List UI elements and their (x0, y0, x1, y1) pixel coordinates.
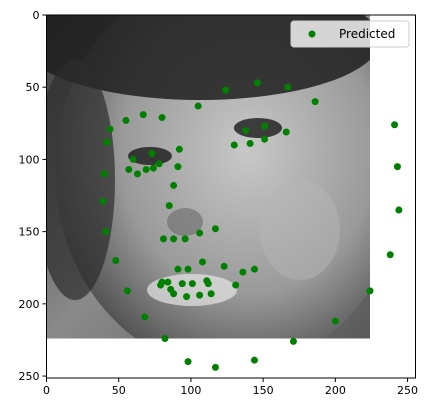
y-tick-label: 100 (19, 153, 40, 166)
predicted-point (161, 335, 169, 343)
predicted-point (142, 166, 150, 174)
predicted-point (122, 116, 130, 124)
predicted-point (103, 138, 111, 146)
y-tick-label: 250 (19, 370, 40, 383)
y-axis: 0 50 100 150 200 250 (19, 9, 47, 383)
predicted-point (232, 281, 240, 289)
predicted-point (125, 166, 133, 174)
y-tick-label: 0 (33, 9, 40, 22)
predicted-point (196, 291, 204, 299)
predicted-point (386, 251, 394, 259)
predicted-point (194, 102, 202, 110)
predicted-point (99, 197, 107, 205)
predicted-point (184, 265, 192, 273)
predicted-point (230, 141, 238, 149)
predicted-point (170, 290, 178, 298)
predicted-point (222, 86, 230, 94)
predicted-point (250, 356, 258, 364)
predicted-point (141, 313, 149, 321)
predicted-point (211, 363, 219, 371)
predicted-point (178, 280, 186, 288)
y-tick-label: 50 (26, 81, 40, 94)
predicted-point (174, 265, 182, 273)
x-tick-label: 200 (325, 384, 346, 397)
predicted-point (211, 225, 219, 233)
face-photo (46, 15, 370, 339)
predicted-point (282, 128, 290, 136)
predicted-point (112, 257, 120, 265)
predicted-point (331, 317, 339, 325)
predicted-point (102, 228, 110, 236)
predicted-point (170, 181, 178, 189)
predicted-point (100, 170, 108, 178)
predicted-point (159, 235, 167, 243)
predicted-point (284, 83, 292, 91)
predicted-point (164, 278, 172, 286)
predicted-point (170, 235, 178, 243)
predicted-point (311, 98, 319, 106)
predicted-point (261, 135, 269, 143)
predicted-point (148, 150, 156, 158)
predicted-series (99, 79, 403, 371)
predicted-point (183, 293, 191, 301)
predicted-point (184, 358, 192, 366)
predicted-point (220, 262, 228, 270)
predicted-point (175, 145, 183, 153)
predicted-point (246, 140, 254, 148)
predicted-point (158, 114, 166, 122)
x-tick-label: 250 (397, 384, 418, 397)
predicted-point (198, 258, 206, 266)
x-axis: 0 50 100 150 200 250 (43, 378, 418, 397)
predicted-point (289, 337, 297, 345)
predicted-point (239, 268, 247, 276)
predicted-point (133, 170, 141, 178)
x-tick-label: 50 (112, 384, 126, 397)
predicted-point (196, 229, 204, 237)
predicted-point (106, 125, 114, 133)
predicted-point (253, 79, 261, 87)
predicted-point (242, 127, 250, 135)
predicted-point (139, 111, 147, 119)
axes-frame (46, 14, 416, 379)
legend-box (290, 20, 410, 48)
predicted-point (395, 206, 403, 214)
predicted-point (207, 290, 215, 298)
y-tick-label: 200 (19, 298, 40, 311)
predicted-point (181, 235, 189, 243)
predicted-point (188, 280, 196, 288)
predicted-point (155, 160, 163, 168)
predicted-point (174, 163, 182, 171)
predicted-point (123, 287, 131, 295)
predicted-point (165, 202, 173, 210)
predicted-point (366, 287, 374, 295)
predicted-point (250, 265, 258, 273)
legend: Predicted (290, 20, 410, 48)
predicted-point (261, 122, 269, 130)
predicted-point (129, 155, 137, 163)
y-tick-label: 150 (19, 226, 40, 239)
predicted-point (204, 280, 212, 288)
legend-label: Predicted (339, 27, 395, 41)
predicted-point (157, 281, 165, 289)
legend-marker (308, 30, 316, 38)
predicted-point (391, 121, 399, 129)
predicted-point (393, 163, 401, 171)
predicted-point (149, 164, 157, 172)
x-tick-label: 150 (253, 384, 274, 397)
x-tick-label: 0 (43, 384, 50, 397)
x-tick-label: 100 (180, 384, 201, 397)
